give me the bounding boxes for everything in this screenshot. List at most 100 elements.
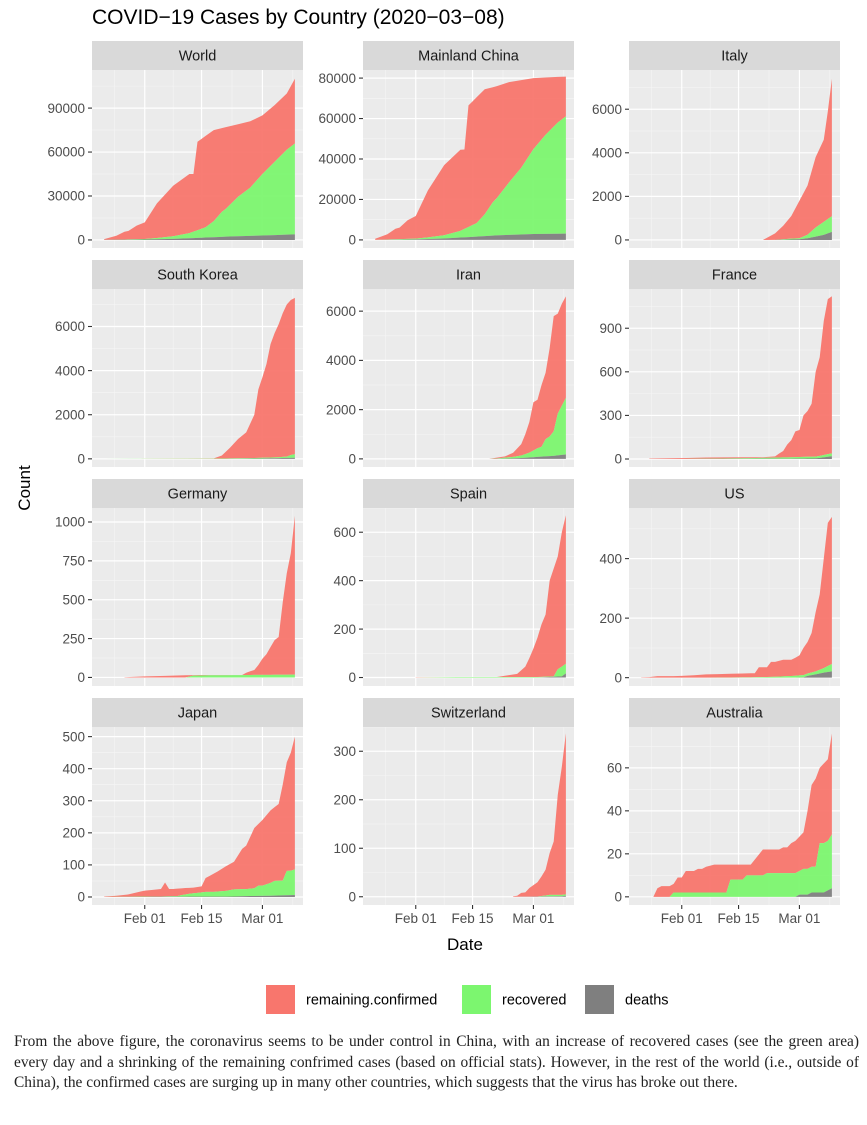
area-deaths [488, 454, 566, 459]
legend-item-deaths: deaths [585, 985, 669, 1014]
facet-strip-label: Mainland China [418, 49, 520, 65]
x-tick-label: Feb 01 [124, 911, 166, 926]
x-tick-label: Mar 01 [512, 911, 554, 926]
y-tick-label: 2000 [326, 402, 356, 417]
facet-strip-label: France [712, 268, 757, 284]
area-recovered [775, 216, 832, 240]
y-tick-label: 0 [77, 233, 85, 248]
y-tick-label: 600 [333, 525, 356, 540]
facet-strip-label: US [724, 487, 744, 503]
y-tick-label: 40000 [318, 152, 356, 167]
y-tick-label: 0 [348, 889, 356, 904]
facet-strip [363, 260, 574, 289]
facet-strip [92, 479, 303, 508]
area-deaths [795, 888, 832, 897]
area-remaining-confirmed [641, 516, 832, 678]
panel-us: US 0 200 400 [599, 479, 840, 686]
y-axis-title: Count [15, 465, 34, 511]
x-tick-label: Feb 01 [395, 911, 437, 926]
legend-label: recovered [502, 993, 566, 1009]
covid-faceted-area-chart: COVID−19 Cases by Country (2020−03−08) W… [15, 6, 840, 1014]
area-remaining-confirmed [762, 78, 832, 240]
area-remaining-confirmed [653, 733, 832, 897]
area-recovered [124, 674, 295, 678]
y-tick-label: 200 [333, 622, 356, 637]
facet-strip-label: Australia [706, 706, 763, 722]
area-remaining-confirmed [375, 76, 566, 240]
facet-strip [629, 41, 840, 70]
y-tick-label: 0 [77, 670, 85, 685]
area-remaining-confirmed [649, 296, 832, 460]
area-recovered [669, 834, 832, 897]
y-tick-label: 250 [62, 631, 85, 646]
area-remaining-confirmed [104, 78, 295, 240]
caption-paragraph: From the above figure, the coronavirus s… [14, 1033, 859, 1091]
legend-swatch [266, 985, 295, 1014]
y-tick-label: 0 [348, 670, 356, 685]
facet-strip [92, 698, 303, 727]
y-tick-label: 40 [607, 804, 622, 819]
area-remaining-confirmed [488, 296, 566, 459]
y-tick-label: 6000 [592, 102, 622, 117]
area-recovered [104, 143, 295, 240]
facet-strip-label: Japan [178, 706, 218, 722]
plot-background [363, 727, 574, 905]
panel-switzerland: Switzerland 0 100 200 300 Feb 01 Feb 15 Mar 01 [333, 698, 574, 926]
legend-swatch [462, 985, 491, 1014]
y-tick-label: 300 [62, 793, 85, 808]
y-tick-label: 300 [599, 408, 622, 423]
area-recovered [649, 453, 832, 460]
y-tick-label: 0 [348, 452, 356, 467]
y-tick-label: 100 [333, 841, 356, 856]
y-tick-label: 6000 [326, 304, 356, 319]
y-tick-label: 0 [614, 452, 622, 467]
legend: remaining.confirmed recovered deaths [266, 985, 669, 1014]
panel-iran: Iran 0 2000 4000 6000 [326, 260, 574, 467]
y-tick-label: 0 [77, 890, 85, 905]
area-deaths [513, 895, 566, 897]
facet-strip [629, 698, 840, 727]
y-tick-label: 750 [62, 554, 85, 569]
y-tick-label: 1000 [55, 515, 85, 530]
area-deaths [104, 895, 295, 897]
y-tick-label: 100 [62, 858, 85, 873]
facet-strip-label: Italy [721, 49, 748, 65]
facet-strip-label: South Korea [157, 268, 239, 284]
area-deaths [775, 231, 832, 240]
y-tick-label: 400 [599, 551, 622, 566]
panel-germany: Germany 0 250 500 750 1000 [55, 479, 303, 686]
y-tick-label: 600 [599, 365, 622, 380]
y-tick-label: 0 [77, 452, 85, 467]
facet-strip [363, 698, 574, 727]
facet-strip-label: Germany [168, 487, 228, 503]
y-tick-label: 6000 [55, 319, 85, 334]
legend-swatch [585, 985, 614, 1014]
facet-strip [629, 479, 840, 508]
area-deaths [415, 673, 566, 678]
y-tick-label: 4000 [55, 363, 85, 378]
area-deaths [104, 457, 295, 459]
facet-strip-label: Spain [450, 487, 487, 503]
x-tick-label: Feb 15 [181, 911, 223, 926]
y-tick-label: 2000 [592, 189, 622, 204]
y-tick-label: 20 [607, 847, 622, 862]
area-remaining-confirmed [513, 733, 566, 897]
y-tick-label: 0 [348, 233, 356, 248]
y-tick-label: 500 [62, 592, 85, 607]
facet-strip [629, 260, 840, 289]
legend-item-recovered: recovered [462, 985, 566, 1014]
chart-title: COVID−19 Cases by Country (2020−03−08) [92, 6, 505, 29]
area-deaths [104, 234, 295, 240]
area-recovered [513, 894, 566, 897]
area-deaths [649, 456, 832, 460]
y-tick-label: 400 [333, 573, 356, 588]
facet-strip [363, 41, 574, 70]
x-axis-title: Date [447, 935, 483, 954]
y-tick-label: 200 [333, 792, 356, 807]
panel-spain: Spain 0 200 400 600 [333, 479, 574, 686]
panel-world: World 0 30000 60000 90000 [47, 41, 303, 248]
y-tick-label: 500 [62, 729, 85, 744]
x-tick-label: Feb 15 [452, 911, 494, 926]
facet-strip-label: Switzerland [431, 706, 506, 722]
y-tick-label: 300 [333, 744, 356, 759]
